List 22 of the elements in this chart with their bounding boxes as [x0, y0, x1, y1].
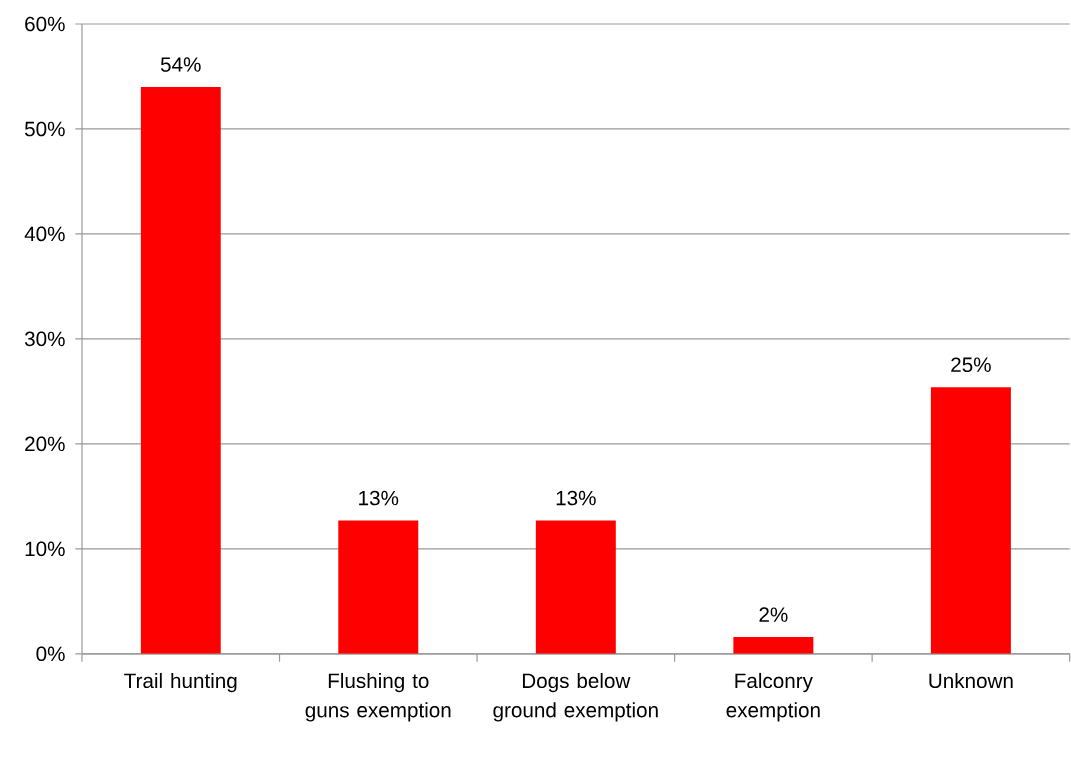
- y-tick-label: 10%: [25, 541, 65, 557]
- data-label: 13%: [556, 490, 596, 506]
- x-tick-label: Falconry exemption: [726, 673, 820, 722]
- bar: [535, 520, 616, 654]
- data-label: 2%: [759, 607, 788, 622]
- y-tick-label: 40%: [24, 226, 65, 242]
- data-label: 13%: [359, 490, 399, 506]
- y-tick-label: 30%: [24, 331, 65, 347]
- y-tick-label: 50%: [24, 121, 65, 137]
- bar: [930, 387, 1011, 654]
- bar: [733, 637, 814, 654]
- data-label: 54%: [160, 57, 201, 72]
- bar: [140, 87, 221, 654]
- y-tick-label: 20%: [25, 436, 65, 452]
- x-tick-label: Dogs below ground exemption: [493, 673, 658, 722]
- x-tick-label: Flushing to guns exemption: [305, 673, 451, 722]
- x-tick-label: Trail hunting: [124, 673, 237, 693]
- bar: [338, 520, 419, 654]
- y-tick-label: 60%: [25, 16, 65, 32]
- data-label: 25%: [951, 357, 991, 373]
- y-tick-label: 0%: [36, 646, 65, 662]
- x-tick-label: Unknown: [929, 673, 1013, 689]
